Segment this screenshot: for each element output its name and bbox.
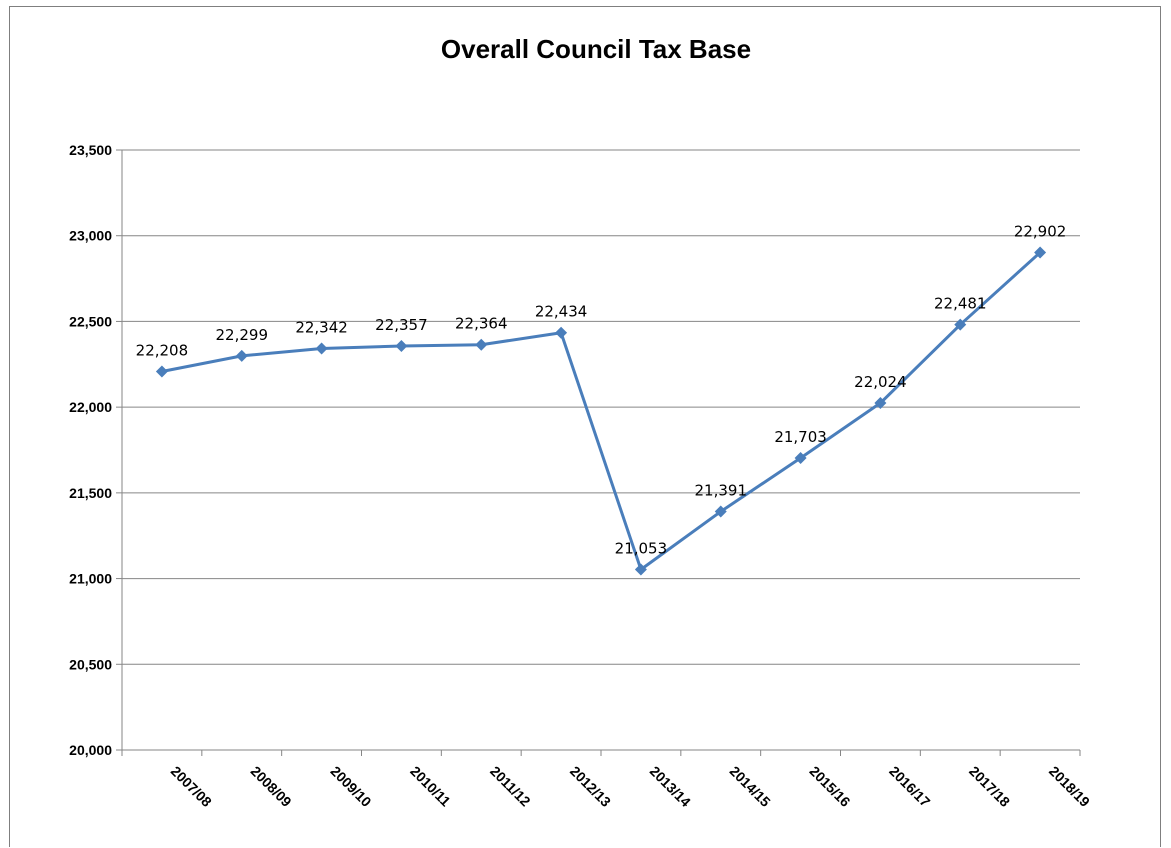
- data-label: 22,024: [854, 373, 907, 391]
- x-tick-label: 2016/17: [886, 763, 933, 810]
- data-point-marker: [874, 397, 887, 410]
- data-point-marker: [714, 505, 727, 518]
- data-point-marker: [235, 349, 248, 362]
- x-tick-label: 2007/08: [168, 763, 215, 810]
- y-tick-label: 23,500: [69, 142, 112, 158]
- data-labels: 22,208 22,299 22,342 22,357 22,364 22,434 21,0…: [136, 223, 1067, 558]
- data-label: 22,299: [216, 326, 269, 344]
- chart-frame: Overall Council Tax Base 20,000 20,500 21,…: [9, 6, 1161, 847]
- y-tick-label: 20,500: [69, 656, 112, 672]
- x-tick-label: 2012/13: [567, 763, 614, 810]
- x-tick-label: 2011/12: [487, 763, 534, 810]
- y-tick-label: 23,000: [69, 228, 112, 244]
- x-tick-label: 2018/19: [1046, 763, 1093, 810]
- y-axis-tick-labels: 20,000 20,500 21,000 21,500 22,000 22,500 23,0…: [69, 142, 112, 758]
- x-tick-label: 2015/16: [806, 763, 853, 810]
- chart-title: Overall Council Tax Base: [441, 34, 751, 64]
- data-point-marker: [395, 339, 408, 352]
- data-label: 22,364: [455, 315, 508, 333]
- x-tick-label: 2013/14: [647, 763, 694, 810]
- y-tick-label: 22,500: [69, 313, 112, 329]
- data-label: 21,703: [774, 428, 827, 446]
- data-point-marker: [475, 338, 488, 351]
- data-label: 22,208: [136, 341, 189, 359]
- data-label: 22,357: [375, 316, 428, 334]
- y-tick-label: 21,000: [69, 571, 112, 587]
- x-tick-label: 2009/10: [327, 763, 374, 810]
- y-tick-label: 20,000: [69, 742, 112, 758]
- data-point-marker: [794, 452, 807, 465]
- y-tick-label: 21,500: [69, 485, 112, 501]
- line-chart: Overall Council Tax Base 20,000 20,500 21,…: [69, 34, 1093, 810]
- data-label: 21,053: [615, 539, 668, 557]
- axes: [116, 149, 1081, 756]
- data-point-marker: [155, 365, 168, 378]
- y-tick-label: 22,000: [69, 399, 112, 415]
- data-point-marker: [555, 326, 568, 339]
- data-label: 21,391: [695, 482, 748, 500]
- data-point-marker: [315, 342, 328, 355]
- x-tick-label: 2014/15: [727, 763, 774, 810]
- data-point-marker: [1034, 246, 1047, 259]
- x-tick-label: 2010/11: [407, 763, 454, 810]
- data-label: 22,481: [934, 295, 987, 313]
- data-label: 22,342: [295, 319, 348, 337]
- data-label: 22,902: [1014, 223, 1067, 241]
- series-line: [161, 251, 1042, 571]
- x-tick-label: 2017/18: [966, 763, 1013, 810]
- data-point-marker: [954, 318, 967, 331]
- data-point-marker: [634, 563, 647, 576]
- x-axis-tick-labels: 2007/08 2008/09 2009/10 2010/11 2011/12 2012/…: [168, 763, 1093, 810]
- data-label: 22,434: [535, 303, 588, 321]
- data-series: [155, 246, 1047, 576]
- gridlines: [122, 149, 1080, 665]
- x-tick-label: 2008/09: [248, 763, 295, 810]
